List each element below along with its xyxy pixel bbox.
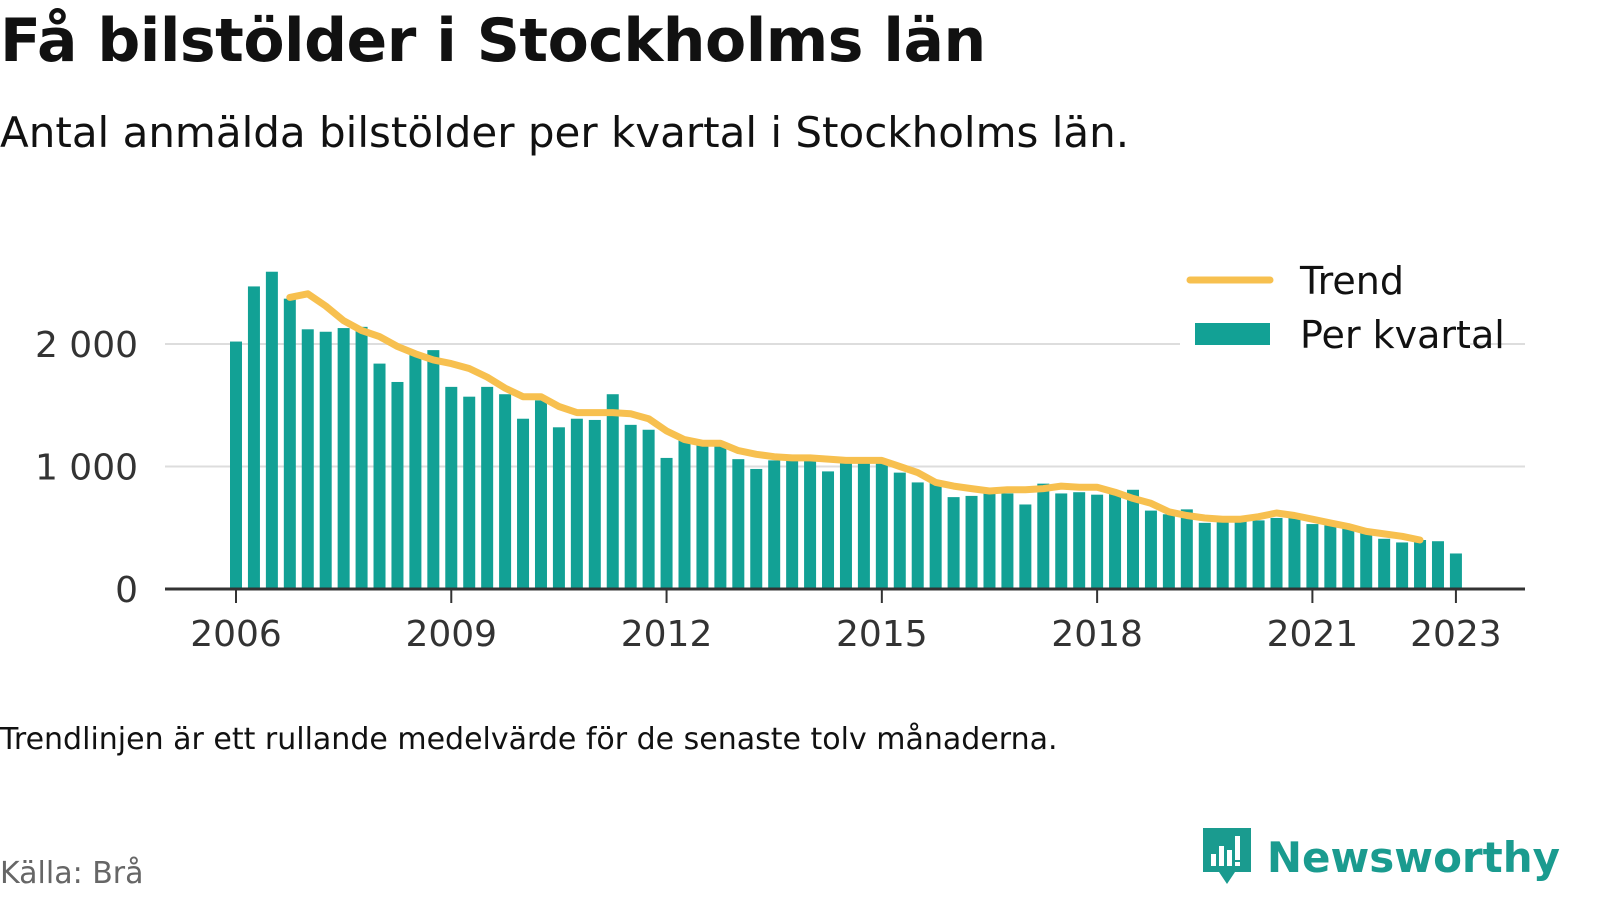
legend-bar-label: Per kvartal (1300, 313, 1505, 357)
bar (624, 424, 637, 589)
bar (570, 418, 583, 589)
bar (552, 427, 565, 589)
bar (499, 394, 512, 589)
bar (696, 442, 709, 589)
bar (463, 396, 476, 589)
bar (1073, 492, 1086, 589)
bar (373, 363, 386, 589)
bar (355, 326, 368, 589)
bar (893, 472, 906, 589)
axes: 2006 2009 2012 2015 2018 2021 2023 (165, 587, 1525, 655)
bar (1109, 491, 1122, 589)
y-tick-label: 0 (115, 570, 138, 611)
bar (804, 460, 817, 589)
bar (1288, 517, 1301, 589)
bar (1019, 504, 1032, 589)
bar (230, 341, 242, 589)
x-tick-label: 2009 (405, 614, 497, 655)
x-tick-label: 2012 (621, 614, 713, 655)
bar (283, 298, 296, 589)
bar (534, 400, 547, 589)
bar (1342, 527, 1355, 589)
bar (911, 482, 924, 589)
bar (768, 460, 781, 589)
bar (1055, 493, 1068, 589)
bars-per-kvartal (230, 271, 1462, 589)
bar (1180, 509, 1193, 589)
bar (750, 468, 763, 589)
x-tick-label: 2023 (1410, 614, 1502, 655)
bar (409, 353, 422, 589)
y-tick-label: 2 000 (35, 325, 138, 366)
bar (642, 429, 655, 589)
bar (391, 381, 404, 589)
bar (1252, 520, 1265, 589)
legend-trend-label: Trend (1299, 259, 1404, 303)
x-tick-label: 2015 (836, 614, 928, 655)
x-tick-label: 2021 (1267, 614, 1359, 655)
bar (445, 386, 458, 589)
trend-line (286, 290, 1424, 544)
legend: Trend Per kvartal (1180, 259, 1505, 357)
bar (947, 497, 960, 589)
source-label: Källa: Brå (0, 856, 144, 891)
bar (1091, 494, 1104, 589)
bar (1162, 514, 1175, 589)
bar (1449, 553, 1462, 589)
brand-name: Newsworthy (1266, 832, 1560, 882)
bar (319, 331, 332, 589)
bar (427, 350, 440, 589)
bar (1324, 525, 1337, 589)
bar (1431, 541, 1444, 589)
bar (301, 329, 314, 589)
y-tick-label: 1 000 (35, 448, 138, 489)
bar (265, 271, 278, 589)
bar (247, 286, 260, 589)
bar (1360, 531, 1373, 589)
bar (1396, 542, 1409, 589)
bar (1037, 483, 1050, 589)
bar (929, 481, 942, 589)
trend-line-group (286, 290, 1424, 544)
bar (1198, 522, 1211, 589)
brand-logo[interactable]: Newsworthy (1201, 826, 1560, 888)
x-tick-label: 2018 (1051, 614, 1143, 655)
bar (1216, 521, 1229, 589)
bar (1144, 510, 1157, 589)
bar (517, 418, 530, 589)
bar (678, 439, 691, 589)
bar (1270, 517, 1283, 589)
bar (588, 419, 601, 589)
bar (337, 328, 350, 589)
bar (839, 460, 852, 589)
bar (1378, 538, 1391, 589)
bar (732, 459, 745, 589)
bar (1127, 489, 1139, 589)
bar (1306, 524, 1319, 589)
bar (786, 456, 799, 589)
legend-bar-swatch (1195, 323, 1270, 345)
bar (822, 471, 835, 589)
bar (714, 445, 727, 589)
footnote: Trendlinjen är ett rullande medelvärde f… (0, 722, 1058, 757)
bar (481, 386, 494, 589)
bar (965, 495, 978, 589)
bar (1414, 540, 1427, 589)
bar (875, 462, 888, 589)
bar (606, 394, 619, 589)
bar (857, 461, 870, 589)
bar (1001, 493, 1014, 589)
newsworthy-logo-icon (1202, 828, 1251, 884)
bar (660, 457, 673, 589)
bar (1234, 520, 1247, 589)
chart-title: Få bilstölder i Stockholms län (0, 6, 986, 76)
chart-subtitle: Antal anmälda bilstölder per kvartal i S… (0, 108, 1130, 157)
bar (983, 492, 996, 589)
x-tick-label: 2006 (190, 614, 282, 655)
